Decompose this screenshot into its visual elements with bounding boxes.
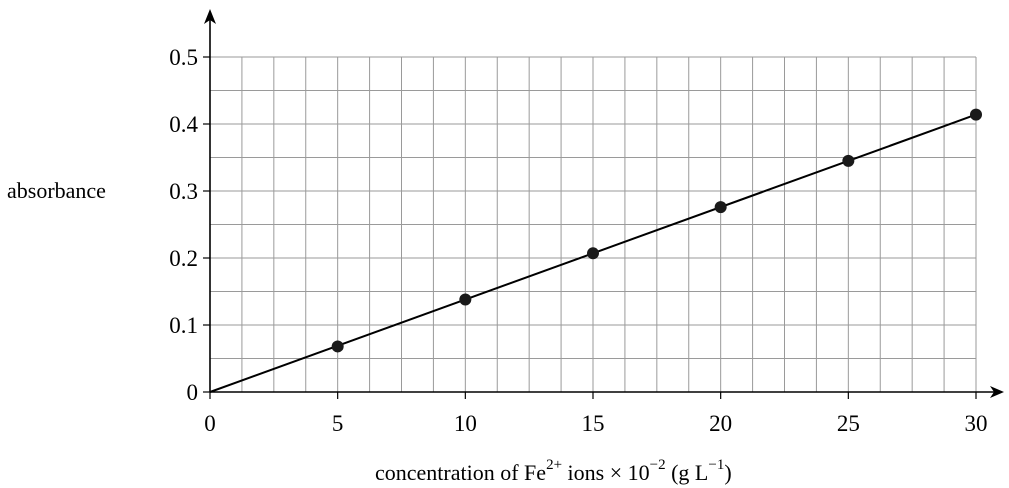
- data-point: [587, 247, 599, 260]
- x-axis-label-prefix: concentration of Fe: [375, 460, 546, 485]
- axes: [204, 9, 1004, 398]
- x-tick-label: 30: [965, 411, 988, 436]
- x-tick-label: 10: [454, 411, 477, 436]
- x-axis-arrowhead: [990, 386, 1004, 398]
- tick-labels: 0 5 10 15 20 25 30 0 0.1 0.2 0.3 0.4 0.5: [169, 45, 987, 436]
- y-tick-label: 0.3: [169, 179, 198, 204]
- x-tick-label: 15: [582, 411, 605, 436]
- data-point: [459, 293, 472, 306]
- x-axis-label-sup2: −2: [650, 457, 666, 473]
- y-tick-label: 0: [187, 380, 199, 405]
- y-tick-label: 0.2: [169, 246, 198, 271]
- y-tick-label: 0.1: [169, 313, 198, 338]
- x-axis-label-mid: ions × 10: [562, 460, 650, 485]
- y-axis-arrowhead: [204, 9, 216, 24]
- y-tick-label: 0.4: [169, 112, 198, 137]
- x-axis-label-sup1: 2+: [546, 457, 562, 473]
- data-point: [331, 340, 344, 353]
- grid: [210, 56, 977, 392]
- data-point: [970, 108, 982, 121]
- x-tick-label: 20: [709, 411, 732, 436]
- x-tick-label: 0: [204, 411, 216, 436]
- x-axis-label-sup3: −1: [708, 457, 724, 473]
- y-tick-label: 0.5: [169, 45, 198, 70]
- x-axis-label-suffix2: ): [724, 460, 731, 485]
- x-tick-label: 5: [332, 411, 344, 436]
- data-point: [842, 154, 855, 167]
- y-axis-label: absorbance: [7, 178, 106, 203]
- x-axis-label-suffix1: (g L: [666, 460, 709, 485]
- x-axis-label: concentration of Fe2+ ions × 10−2 (g L−1…: [375, 457, 732, 485]
- x-tick-label: 25: [837, 411, 860, 436]
- data-point: [714, 201, 727, 214]
- data-points: [331, 108, 982, 353]
